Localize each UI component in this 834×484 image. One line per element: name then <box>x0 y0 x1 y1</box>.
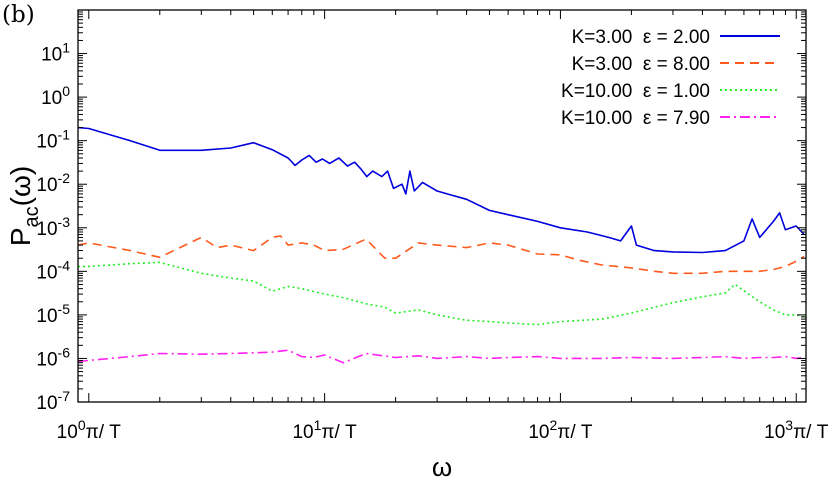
series-line-2 <box>78 235 805 275</box>
y-tick-label: 10-1 <box>36 127 70 153</box>
y-tick-label: 100 <box>41 83 70 109</box>
plot-frame <box>77 9 807 403</box>
y-tick-label: 10-6 <box>36 344 70 370</box>
legend: K=3.00 ε = 2.00 K=3.00 ε = 8.00 K=10.00 ε … <box>561 27 780 129</box>
x-axis: 100π/ T 101π/ T 102π/ T 103π/ T <box>57 10 829 443</box>
y-axis-label-base: P <box>5 227 36 246</box>
x-tick-label: 101π/ T <box>292 417 357 443</box>
x-tick-label: 103π/ T <box>764 417 829 443</box>
y-axis: 10-7 10-6 10-5 10-4 10-3 10-2 10-1 100 101 <box>36 9 806 414</box>
panel-label: (b) <box>2 2 35 28</box>
series-line-4 <box>78 349 805 364</box>
y-axis-label: Pac(ω) <box>5 166 43 246</box>
x-axis-label: ω <box>432 452 452 482</box>
y-tick-label: 10-3 <box>36 214 70 240</box>
y-tick-label: 10-7 <box>36 388 70 414</box>
y-axis-label-subscript: ac <box>21 206 43 227</box>
x-tick-label: 100π/ T <box>57 417 122 443</box>
legend-label: K=10.00 ε = 7.90 <box>561 108 710 129</box>
legend-label: K=3.00 ε = 2.00 <box>572 27 710 48</box>
y-tick-label: 10-2 <box>36 170 70 196</box>
x-tick-label: 102π/ T <box>528 417 593 443</box>
y-axis-label-suffix: (ω) <box>5 166 36 207</box>
legend-label: K=10.00 ε = 1.00 <box>561 81 710 102</box>
y-tick-label: 10-5 <box>36 301 70 327</box>
plot-area <box>78 126 805 364</box>
y-tick-label: 101 <box>41 40 70 66</box>
series-line-1 <box>78 126 805 254</box>
y-tick-label: 10-4 <box>36 257 70 283</box>
legend-label: K=3.00 ε = 8.00 <box>572 54 710 75</box>
series-line-3 <box>78 261 805 326</box>
